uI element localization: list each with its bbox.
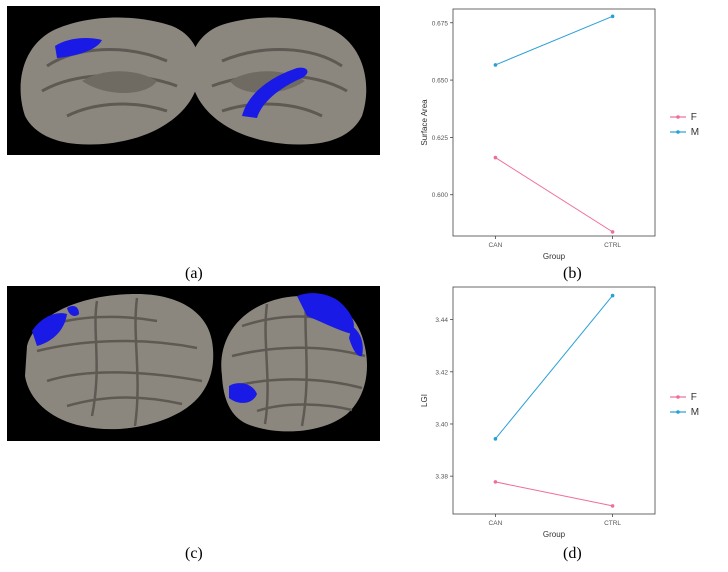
highlight-region-c4 [349,326,363,357]
legend-swatch-F [670,395,686,400]
brain-medial-svg [20,17,367,145]
x-tick-label: CAN [489,242,503,249]
legend-swatch-F [670,115,686,120]
chart-surface-area: 0.600 0.625 0.650 0.675 CAN CTRL Group Surface … [415,4,665,266]
highlight-region-a1 [55,38,102,58]
panel-label-d: (d) [563,545,582,562]
legend-label-M: M [690,127,700,138]
y-tick-label: 0.625 [432,135,449,142]
series-line-F [495,157,613,233]
legend-swatch-M [670,130,686,135]
legend-item-M: M [668,127,699,138]
brain-lateral-svg [25,293,367,432]
plot-panel [452,8,656,237]
x-tick-label: CTRL [604,520,621,527]
series-line-M [495,15,613,66]
chart-lgi: 3.38 3.40 3.42 3.44 CAN CTRL Group LGI [415,282,665,544]
panel-label-c: (c) [185,545,203,562]
panel-label-a: (a) [185,265,203,282]
brain-left-lateral [25,294,214,430]
y-axis-label: LGI [420,394,429,407]
data-point-F [493,155,498,160]
y-tick-label: 3.44 [435,317,448,324]
legend-item-F: F [668,392,697,403]
y-tick-label: 3.40 [435,421,448,428]
legend-label-M: M [690,407,700,418]
brain-right-lateral [221,295,367,432]
series-line-M [495,295,613,440]
x-tick-label: CAN [489,520,503,527]
y-tick-label: 0.675 [432,20,449,27]
y-tick-label: 0.650 [432,78,449,85]
x-axis-label: Group [543,530,566,539]
legend-lgi: F M [668,392,723,432]
highlight-region-a2 [242,67,308,118]
plot-panel [452,286,656,515]
data-point-M [610,293,615,298]
data-point-F [493,480,498,484]
data-point-M [610,14,615,19]
legend-item-F: F [668,112,697,123]
series-line-F [495,481,613,507]
brain-image-lateral [7,286,380,441]
x-axis-label: Group [543,252,566,261]
chart-surface-area-svg: 0.600 0.625 0.650 0.675 CAN CTRL Group Surface … [420,8,656,261]
legend-swatch-M [670,410,686,415]
brain-image-medial [7,6,380,155]
y-tick-label: 0.600 [432,192,449,199]
highlight-region-c1 [32,313,67,346]
chart-lgi-svg: 3.38 3.40 3.42 3.44 CAN CTRL Group LGI [420,286,656,539]
data-point-M [493,437,498,441]
legend-label-F: F [690,112,697,123]
highlight-region-c3 [297,293,354,334]
data-point-F [610,504,615,508]
data-point-F [610,230,615,234]
legend-surface-area: F M [668,112,723,152]
legend-label-F: F [690,392,697,403]
y-tick-label: 3.38 [435,474,448,481]
x-tick-label: CTRL [604,242,621,249]
legend-item-M: M [668,407,699,418]
y-axis-label: Surface Area [420,99,429,146]
highlight-region-c5 [229,383,257,403]
panel-label-b: (b) [563,265,582,282]
y-tick-label: 3.42 [435,369,448,376]
highlight-region-c2 [67,306,79,316]
data-point-M [493,63,498,67]
